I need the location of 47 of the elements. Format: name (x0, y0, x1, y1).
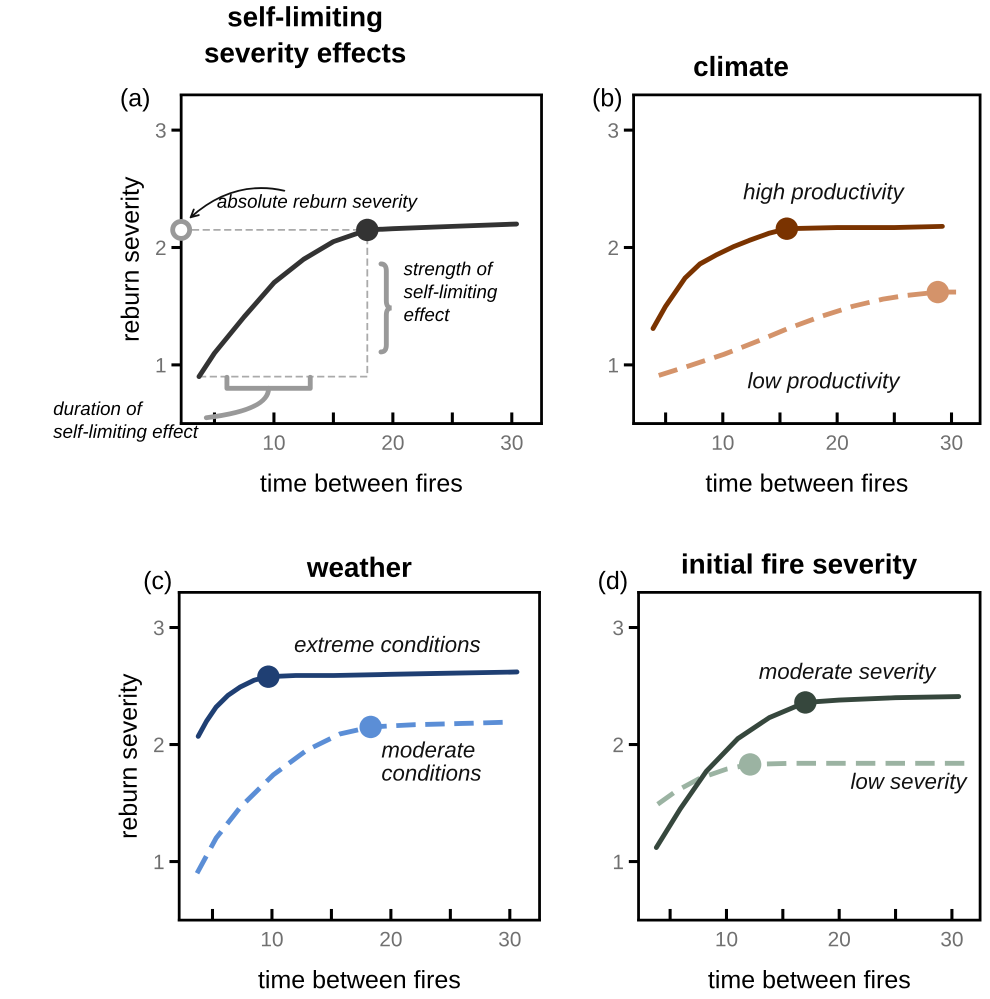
text: (b) (594, 88, 622, 112)
y-tick-label: 2 (608, 240, 618, 256)
chart-title: initial fire severity (682, 553, 918, 580)
x-tick-label: 30 (501, 435, 523, 450)
y-tick-label: 1 (156, 358, 166, 372)
chart-title: self-limiting severity effects (204, 6, 406, 68)
y-tick-label: 3 (613, 620, 624, 636)
y-axis-title: reburn severity (120, 176, 144, 340)
y-tick-label: 3 (156, 123, 166, 138)
series-label: low severity (850, 772, 968, 794)
annotation: strength of self-limiting effect (404, 262, 498, 322)
annotation: absolute reburn severity (217, 194, 418, 212)
y-tick-label: 3 (608, 123, 618, 138)
y-tick-label: 2 (154, 738, 164, 752)
x-tick-label: 30 (940, 435, 962, 450)
x-axis-title: time between fires (708, 970, 910, 988)
chart-title: weather (306, 556, 412, 578)
x-tick-label: 30 (499, 932, 521, 946)
x-tick-label: 20 (380, 932, 402, 946)
series-label: low productivity (748, 372, 901, 393)
x-tick-label: 30 (941, 932, 963, 946)
x-axis-title: time between fires (258, 970, 460, 988)
x-tick-label: 20 (826, 435, 848, 450)
y-tick-label: 3 (154, 620, 164, 636)
series-label: high productivity (744, 183, 905, 204)
y-axis-title: reburn severity (118, 674, 142, 838)
chart-title: climate (694, 56, 788, 76)
x-tick-label: 10 (262, 932, 283, 946)
x-tick-label: 20 (382, 435, 404, 450)
y-tick-label: 1 (154, 854, 164, 870)
series-label: moderate severity (759, 662, 937, 684)
x-axis-title: time between fires (706, 474, 908, 492)
text: (a) (121, 88, 149, 112)
y-tick-label: 2 (156, 240, 166, 256)
x-tick-label: 20 (828, 932, 850, 946)
x-tick-label: 10 (264, 435, 285, 450)
annotation: duration of self-limiting effect (53, 401, 199, 442)
y-tick-label: 1 (614, 854, 623, 870)
x-tick-label: 10 (716, 932, 738, 946)
x-tick-label: 10 (712, 435, 734, 450)
text: (d) (599, 570, 627, 594)
series-label: moderate conditions (382, 741, 481, 781)
x-axis-title: time between fires (260, 474, 462, 492)
text: (c) (144, 570, 171, 594)
y-tick-label: 1 (609, 358, 618, 372)
y-tick-label: 2 (613, 738, 623, 752)
series-label: extreme conditions (294, 636, 480, 652)
